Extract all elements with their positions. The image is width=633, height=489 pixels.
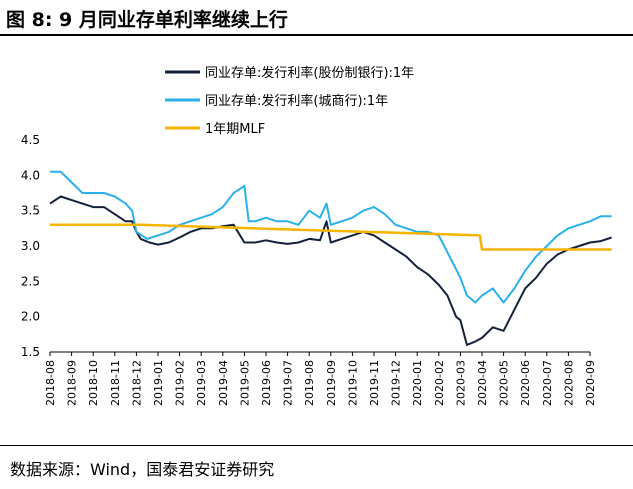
legend-label: 同业存单:发行利率(股份制银行):1年: [205, 65, 414, 81]
legend-label: 同业存单:发行利率(城商行):1年: [205, 93, 388, 109]
x-tick-label: 2020-07: [541, 360, 554, 406]
y-tick-label: 3.5: [21, 204, 40, 218]
x-tick-label: 2019-12: [390, 360, 403, 406]
series-line-3: [50, 223, 612, 251]
source-footer: 数据来源：Wind，国泰君安证券研究: [0, 445, 633, 489]
source-note: 数据来源：Wind，国泰君安证券研究: [10, 460, 275, 479]
plot-area: [49, 170, 612, 346]
x-tick-label: 2020-08: [562, 360, 575, 406]
x-tick-label: 2020-02: [433, 360, 446, 406]
x-tick-label: 2019-06: [260, 360, 273, 406]
y-tick-label: 2.5: [21, 274, 40, 288]
x-tick-label: 2018-10: [87, 360, 100, 406]
x-tick-label: 2018-09: [66, 360, 79, 406]
x-tick-label: 2018-08: [44, 360, 57, 406]
x-tick-label: 2018-11: [109, 360, 122, 406]
legend-label: 1年期MLF: [205, 122, 265, 137]
x-tick-label: 2019-05: [238, 360, 251, 406]
x-tick-label: 2019-07: [282, 360, 295, 406]
x-tick-label: 2019-10: [346, 360, 359, 406]
x-tick-label: 2020-06: [519, 360, 532, 406]
y-axis: 1.5 2.0 2.5 3.0 3.5 4.0 4.5: [21, 133, 40, 359]
x-tick-label: 2018-12: [130, 360, 143, 406]
x-tick-label: 2020-01: [411, 360, 424, 406]
x-tick-label: 2019-02: [174, 360, 187, 406]
x-axis: 2018-08 2018-09 2018-10 2018-11 2018-12 2019-…: [44, 351, 597, 406]
x-tick-label: 2020-05: [498, 360, 511, 406]
x-tick-label: 2019-08: [303, 360, 316, 406]
x-tick-label: 2020-04: [476, 360, 489, 406]
x-tick-label: 2020-09: [584, 360, 597, 406]
y-tick-label: 3.0: [21, 239, 40, 253]
figure-title: 图 8: 9 月同业存单利率继续上行: [6, 9, 288, 31]
x-tick-label: 2019-11: [368, 360, 381, 406]
x-tick-label: 2020-03: [454, 360, 467, 406]
x-tick-label: 2019-01: [152, 360, 165, 406]
series-line-2: [50, 170, 612, 304]
x-tick-label: 2019-03: [195, 360, 208, 406]
y-tick-label: 4.5: [21, 133, 40, 147]
figure-title-bar: 图 8: 9 月同业存单利率继续上行: [0, 0, 633, 36]
y-tick-label: 2.0: [21, 310, 40, 324]
x-tick-label: 2019-09: [325, 360, 338, 406]
y-tick-label: 4.0: [21, 168, 40, 182]
y-tick-label: 1.5: [21, 345, 40, 359]
x-tick-label: 2019-04: [217, 360, 230, 406]
